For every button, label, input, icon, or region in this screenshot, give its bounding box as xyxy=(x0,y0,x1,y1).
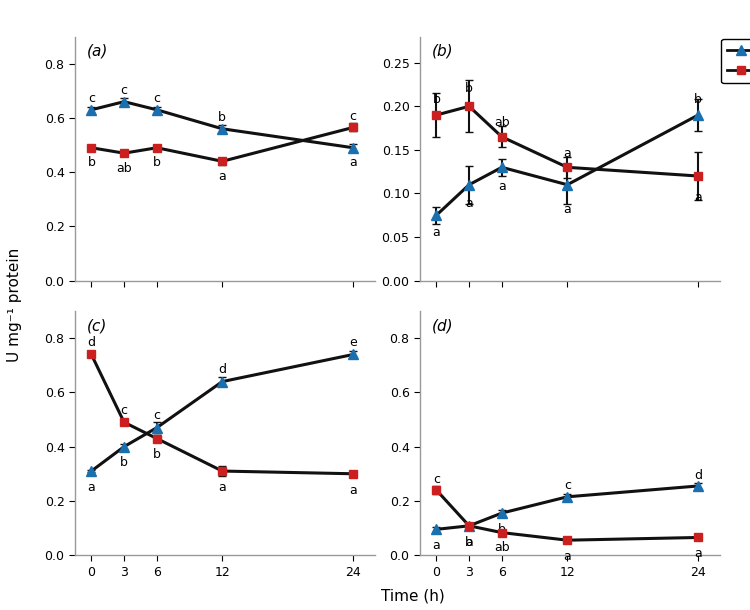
Text: (b): (b) xyxy=(432,44,454,59)
Text: c: c xyxy=(153,409,160,422)
Text: a: a xyxy=(218,481,226,494)
Text: (c): (c) xyxy=(87,318,107,334)
Text: a: a xyxy=(433,539,440,552)
Text: a: a xyxy=(694,192,702,204)
Text: a: a xyxy=(88,481,95,494)
Text: a: a xyxy=(465,536,473,548)
Legend: D, R: D, R xyxy=(722,38,750,84)
Text: b: b xyxy=(153,156,160,169)
Text: c: c xyxy=(153,93,160,106)
Text: d: d xyxy=(694,468,702,482)
Text: ab: ab xyxy=(494,541,510,554)
Text: Time (h): Time (h) xyxy=(381,589,444,604)
Text: c: c xyxy=(121,404,128,417)
Text: c: c xyxy=(121,84,128,98)
Text: U mg⁻¹ protein: U mg⁻¹ protein xyxy=(8,248,22,362)
Text: a: a xyxy=(465,198,473,210)
Text: b: b xyxy=(694,93,702,106)
Text: b: b xyxy=(120,456,128,470)
Text: d: d xyxy=(218,363,226,376)
Text: c: c xyxy=(88,93,94,106)
Text: b: b xyxy=(433,93,440,106)
Text: c: c xyxy=(433,473,439,486)
Text: a: a xyxy=(563,550,572,563)
Text: a: a xyxy=(498,180,506,193)
Text: b: b xyxy=(218,112,226,124)
Text: b: b xyxy=(88,156,95,169)
Text: c: c xyxy=(564,479,571,492)
Text: b: b xyxy=(465,536,473,548)
Text: a: a xyxy=(694,547,702,560)
Text: b: b xyxy=(498,523,506,536)
Text: a: a xyxy=(218,170,226,183)
Text: (d): (d) xyxy=(432,318,454,334)
Text: b: b xyxy=(465,82,473,95)
Text: a: a xyxy=(350,484,357,497)
Text: a: a xyxy=(563,147,572,160)
Text: ab: ab xyxy=(494,117,510,129)
Text: e: e xyxy=(350,336,357,349)
Text: a: a xyxy=(350,156,357,169)
Text: b: b xyxy=(153,448,160,461)
Text: c: c xyxy=(350,110,357,123)
Text: ab: ab xyxy=(116,162,132,174)
Text: (a): (a) xyxy=(87,44,108,59)
Text: d: d xyxy=(87,336,95,349)
Text: a: a xyxy=(563,203,572,216)
Text: a: a xyxy=(433,226,440,239)
